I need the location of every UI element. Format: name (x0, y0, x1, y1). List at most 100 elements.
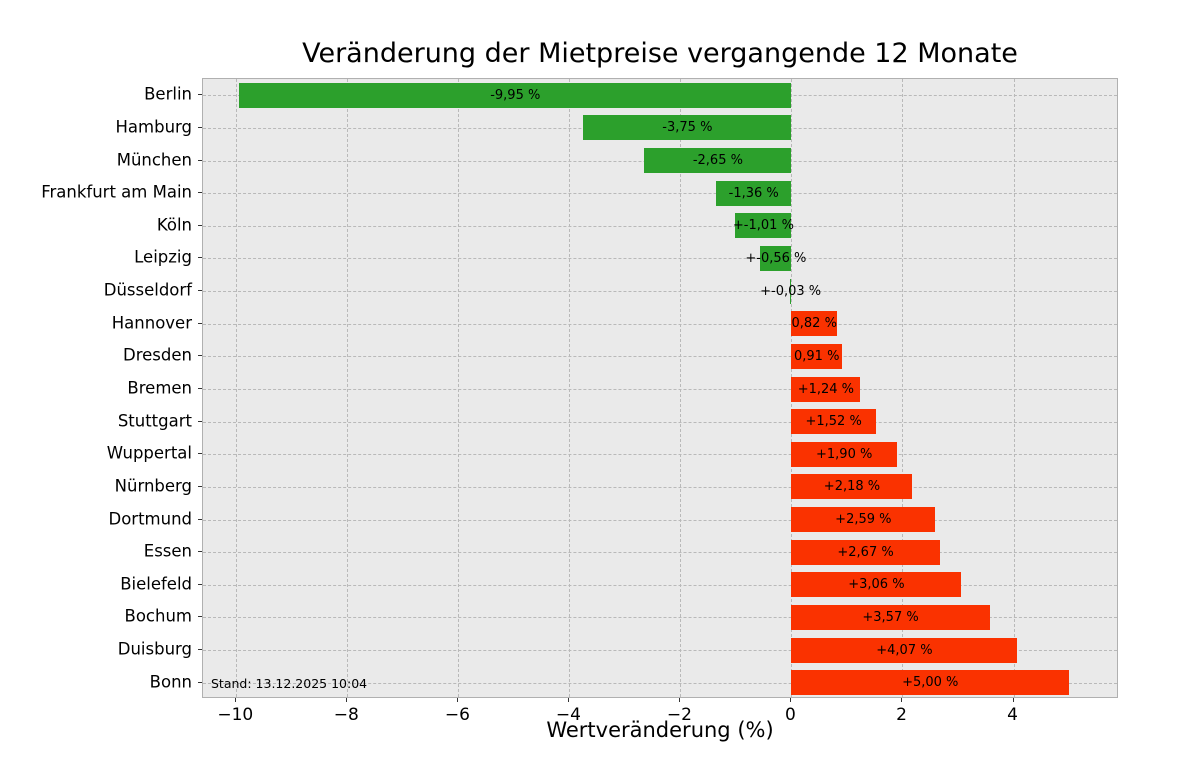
y-axis-tick-mark (198, 518, 202, 520)
y-axis-tick-mark (198, 126, 202, 128)
y-axis-tick-mark (198, 453, 202, 455)
x-axis-tick-mark (346, 698, 348, 702)
page-title: Veränderung der Mietpreise vergangende 1… (302, 38, 1018, 69)
vertical-gridline (347, 79, 349, 697)
bar-value-label: -9,95 % (490, 87, 541, 103)
bar-value-label: +5,00 % (902, 675, 959, 691)
bar-value-label: +1,24 % (797, 381, 855, 397)
y-axis-tick-label: Stuttgart (117, 411, 192, 431)
x-axis-tick-label: −4 (555, 705, 581, 725)
y-axis-tick-label: Leipzig (134, 247, 192, 267)
x-axis-tick-label: 0 (785, 705, 796, 725)
y-axis-tick-label: Essen (143, 541, 192, 561)
y-axis-tick-label: Dresden (123, 345, 192, 365)
x-axis-tick-label: −10 (217, 705, 254, 725)
y-axis-tick-label: Köln (156, 215, 192, 235)
bar (789, 278, 792, 304)
horizontal-gridline (203, 486, 1117, 488)
bar-value-label: 0,82 % (791, 316, 837, 332)
timestamp-annotation: Stand: 13.12.2025 10:04 (211, 676, 368, 691)
y-axis-tick-label: Bremen (127, 378, 192, 398)
x-axis-tick-mark (679, 698, 681, 702)
bar-value-label: +-0,56 % (745, 250, 807, 266)
x-axis-tick-label: 4 (1007, 705, 1018, 725)
y-axis-tick-mark (198, 192, 202, 194)
x-axis: −10 −8 −6 −4 −2 0 2 4 (202, 698, 1118, 738)
bar (791, 376, 861, 402)
horizontal-gridline (203, 421, 1117, 423)
y-axis-tick-mark (198, 485, 202, 487)
bar-value-label: -2,65 % (692, 153, 743, 169)
bar-value-label: +1,90 % (816, 446, 873, 462)
vertical-gridline (680, 79, 682, 697)
vertical-gridline (569, 79, 571, 697)
bar (791, 474, 913, 500)
bar-value-label: +-1,01 % (732, 218, 794, 234)
y-axis-tick-mark (198, 224, 202, 226)
plot-area: -9,95 % -3,75 % -2,65 % -1,36 % +-1,01 % +-0,… (202, 78, 1118, 698)
x-axis-tick-mark (568, 698, 570, 702)
bar (791, 507, 936, 533)
y-axis-labels: Berlin Hamburg München Frankfurt am Main Köl… (0, 78, 202, 698)
bar (644, 148, 792, 174)
y-axis-tick-mark (198, 94, 202, 96)
y-axis-tick-label: Nürnberg (114, 476, 192, 496)
x-axis-tick-label: 2 (896, 705, 907, 725)
bar-value-label: +3,57 % (862, 609, 919, 625)
horizontal-gridline (203, 552, 1117, 554)
bar (791, 343, 842, 369)
vertical-gridline (902, 79, 904, 697)
y-axis-tick-label: Hamburg (115, 117, 193, 137)
bar-value-label: +2,59 % (835, 512, 892, 528)
y-axis-tick-label: Düsseldorf (103, 280, 192, 300)
vertical-gridline (458, 79, 460, 697)
y-axis-tick-mark (198, 649, 202, 651)
x-axis-tick-label: −6 (444, 705, 470, 725)
vertical-gridline (236, 79, 238, 697)
y-axis-tick-mark (198, 388, 202, 389)
bar (791, 539, 940, 565)
y-axis-tick-mark (198, 616, 202, 618)
bar-value-label: -3,75 % (662, 120, 713, 136)
y-axis-tick-mark (198, 159, 202, 161)
x-axis-title: Wertveränderung (%) (546, 718, 774, 742)
bar (239, 82, 792, 108)
bar-value-label: +4,07 % (876, 642, 933, 658)
bar-value-label: 0,91 % (794, 348, 840, 364)
y-axis-tick-label: Duisburg (117, 639, 192, 659)
horizontal-gridline (203, 323, 1117, 325)
horizontal-gridline (203, 389, 1117, 390)
horizontal-gridline (203, 193, 1117, 195)
y-axis-tick-mark (198, 681, 202, 683)
bar (791, 604, 990, 630)
bar (791, 441, 897, 467)
y-axis-tick-label: Hannover (111, 313, 192, 333)
vertical-gridline (1013, 79, 1015, 697)
bar-value-label: +3,06 % (848, 577, 905, 593)
y-axis-tick-mark (198, 551, 202, 553)
y-axis-tick-label: München (116, 150, 192, 170)
bar-value-label: +2,18 % (823, 479, 881, 495)
y-axis-tick-mark (198, 290, 202, 292)
bar-value-label: +1,52 % (805, 414, 862, 430)
x-axis-tick-label: −8 (333, 705, 359, 725)
y-axis-ticks (198, 78, 203, 698)
horizontal-gridline (203, 519, 1117, 521)
y-axis-tick-label: Berlin (144, 84, 192, 104)
y-axis-tick-mark (198, 583, 202, 585)
y-axis-tick-mark (198, 322, 202, 324)
horizontal-gridline (203, 617, 1117, 619)
x-axis-tick-mark (235, 698, 237, 702)
y-axis-tick-label: Bochum (124, 606, 192, 626)
y-axis-tick-label: Wuppertal (106, 443, 192, 463)
horizontal-gridline (203, 584, 1117, 586)
horizontal-gridline (203, 454, 1117, 456)
bar (760, 245, 792, 271)
y-axis-tick-label: Dortmund (108, 509, 192, 529)
bar (791, 637, 1018, 663)
bar (791, 670, 1070, 696)
x-axis-tick-mark (901, 698, 903, 702)
bar (791, 311, 837, 337)
horizontal-gridline (203, 356, 1117, 358)
y-axis-tick-label: Bielefeld (120, 574, 192, 594)
